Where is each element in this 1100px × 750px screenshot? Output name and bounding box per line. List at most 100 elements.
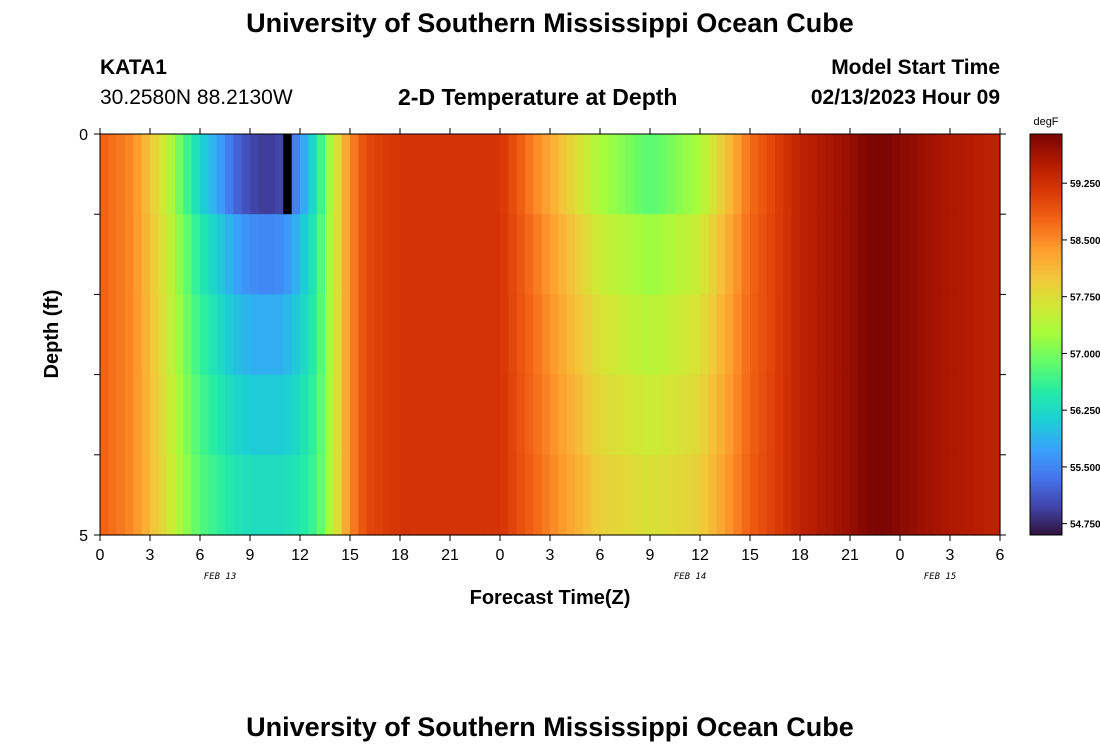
heatmap-cell: [533, 454, 543, 536]
heatmap-cell: [491, 374, 501, 456]
heatmap-cell: [900, 134, 909, 215]
heatmap-cell: [183, 294, 193, 376]
heatmap-cell: [383, 134, 393, 215]
heatmap-cell: [991, 134, 1001, 215]
heatmap-cell: [716, 374, 726, 456]
heatmap-cell: [808, 374, 818, 456]
heatmap-cell: [541, 374, 551, 456]
heatmap-cell: [691, 134, 701, 215]
heatmap-cell: [316, 214, 326, 295]
x-tick-label: 9: [246, 547, 255, 564]
heatmap-cell: [616, 454, 626, 536]
heatmap-cell: [450, 374, 459, 456]
heatmap-cell: [733, 214, 743, 295]
heatmap-cell: [908, 454, 918, 536]
heatmap-cell: [583, 374, 593, 456]
heatmap-cell: [925, 294, 934, 376]
heatmap-cell: [583, 134, 593, 215]
heatmap-cell: [708, 214, 718, 295]
heatmap-cell: [641, 294, 651, 376]
heatmap-cell: [308, 374, 318, 456]
heatmap-cell: [741, 214, 751, 295]
heatmap-cell: [666, 294, 676, 376]
heatmap-cell: [483, 134, 493, 215]
heatmap-cell: [616, 374, 626, 456]
x-tick-label: 3: [946, 547, 955, 564]
heatmap-cell: [200, 374, 209, 456]
heatmap-cell: [925, 454, 934, 536]
heatmap-cell: [900, 374, 909, 456]
heatmap-cell: [891, 134, 901, 215]
heatmap-cell: [783, 374, 793, 456]
heatmap-cell: [441, 214, 451, 295]
heatmap-cell: [816, 134, 826, 215]
heatmap-cell: [400, 454, 409, 536]
heatmap-cell: [741, 374, 751, 456]
heatmap-cell: [391, 454, 401, 536]
heatmap-cell: [441, 374, 451, 456]
heatmap-cell: [866, 454, 876, 536]
heatmap-cell: [200, 134, 209, 215]
colorbar-tick-label: 58.500: [1070, 236, 1100, 247]
heatmap-cell: [958, 454, 968, 536]
heatmap-cell: [341, 134, 351, 215]
heatmap-cell: [683, 294, 693, 376]
heatmap-cell: [233, 454, 243, 536]
heatmap-cell: [558, 214, 568, 295]
heatmap-cell: [666, 214, 676, 295]
heatmap-cell: [425, 454, 434, 536]
heatmap-cell: [308, 294, 318, 376]
heatmap-cell: [916, 454, 926, 536]
page-title: University of Southern Mississippi Ocean…: [246, 8, 854, 38]
heatmap-cell: [483, 214, 493, 295]
x-tick-label: 12: [691, 547, 709, 564]
heatmap-cell: [366, 294, 376, 376]
heatmap-cell: [333, 134, 343, 215]
heatmap-cell: [116, 134, 126, 215]
y-tick-label: 5: [79, 528, 88, 545]
heatmap-cell: [275, 374, 284, 456]
heatmap-cell: [291, 294, 301, 376]
heatmap-cell: [716, 134, 726, 215]
heatmap-cell: [166, 214, 176, 295]
heatmap-cell: [500, 454, 509, 536]
heatmap-cell: [591, 454, 601, 536]
heatmap-cell: [175, 134, 184, 215]
heatmap-cell: [575, 374, 584, 456]
heatmap-cell: [208, 134, 218, 215]
heatmap-cell: [933, 374, 943, 456]
heatmap-cell: [891, 294, 901, 376]
heatmap-cell: [750, 134, 759, 215]
heatmap-cell: [875, 374, 884, 456]
heatmap-cell: [508, 294, 518, 376]
heatmap-cell: [175, 374, 184, 456]
heatmap-cell: [791, 214, 801, 295]
heatmap-cell: [800, 374, 809, 456]
heatmap-cell: [358, 134, 368, 215]
heatmap-cell: [841, 134, 851, 215]
heatmap-cell: [408, 214, 418, 295]
heatmap-cell: [541, 454, 551, 536]
heatmap-cell: [600, 214, 609, 295]
heatmap-cell: [583, 294, 593, 376]
heatmap-cell: [975, 214, 984, 295]
heatmap-cell: [250, 454, 259, 536]
heatmap-cell: [416, 454, 426, 536]
heatmap-cell: [841, 294, 851, 376]
heatmap-cell: [983, 214, 993, 295]
heatmap-cell: [908, 214, 918, 295]
heatmap-cell: [708, 294, 718, 376]
heatmap-cell: [675, 454, 684, 536]
heatmap-cell: [783, 454, 793, 536]
heatmap-cell: [458, 134, 468, 215]
heatmap-cell: [266, 454, 276, 536]
heatmap-cell: [933, 454, 943, 536]
x-tick-label: 9: [646, 547, 655, 564]
footer-title: University of Southern Mississippi Ocean…: [246, 712, 854, 742]
heatmap-cell: [425, 134, 434, 215]
heatmap-cell: [191, 374, 201, 456]
heatmap-cell: [300, 374, 309, 456]
heatmap-cell: [558, 294, 568, 376]
colorbar-tick-label: 59.250: [1070, 179, 1100, 190]
